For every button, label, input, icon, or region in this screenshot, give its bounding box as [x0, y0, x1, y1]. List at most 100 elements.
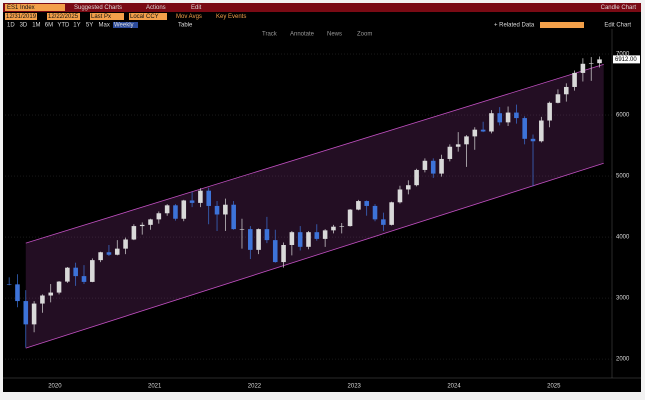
candle-body	[123, 239, 128, 249]
candle-body	[322, 230, 328, 239]
candle-body	[572, 72, 577, 87]
candle-body	[530, 138, 536, 142]
candle-body	[405, 185, 411, 190]
y-tick-label: 2000	[616, 357, 630, 363]
y-tick-label: 4000	[616, 235, 630, 241]
candle-body	[522, 118, 527, 139]
range-button[interactable]: 1M	[32, 23, 40, 29]
y-tick-label: 3000	[616, 296, 630, 302]
candle-body	[148, 219, 153, 225]
candle-body	[356, 201, 361, 210]
candle-body	[555, 94, 561, 103]
candle-body	[114, 248, 120, 255]
window-title: Candle Chart	[601, 5, 637, 11]
range-button[interactable]: 1D	[7, 23, 15, 29]
menu-item[interactable]: Actions	[146, 5, 166, 11]
candle-body	[339, 226, 345, 227]
related-data[interactable]: + Related Data	[494, 23, 535, 29]
end-date[interactable]: 12/22/2025	[48, 14, 79, 20]
tool[interactable]: Annotate	[290, 32, 315, 38]
candle-body	[397, 189, 403, 203]
option[interactable]: Mov Avgs	[176, 14, 202, 20]
ticker[interactable]: ES1 Index	[7, 5, 35, 11]
candle-body	[547, 102, 552, 121]
candle-body	[430, 160, 436, 174]
menu-item[interactable]: Suggested Charts	[74, 5, 122, 11]
candle-body	[231, 204, 236, 230]
menu-item[interactable]: Edit	[191, 5, 202, 11]
range-button[interactable]: YTD	[57, 23, 70, 29]
candle-body	[31, 303, 37, 325]
x-tick-label: 2024	[447, 384, 461, 390]
candle-body	[455, 144, 461, 147]
candle-body	[372, 205, 378, 220]
x-tick-label: 2025	[547, 384, 561, 390]
table-button[interactable]: Table	[178, 23, 193, 29]
candle-body	[56, 281, 62, 293]
range-button[interactable]: 3D	[20, 23, 28, 29]
candle-body	[439, 158, 444, 174]
tool[interactable]: Track	[262, 32, 278, 38]
candle-body	[597, 59, 602, 64]
channel-fill	[25, 64, 604, 349]
candle-body	[381, 219, 386, 225]
candle-body	[256, 229, 261, 250]
candle-body	[40, 295, 45, 304]
field[interactable]: Last Px	[91, 14, 111, 20]
candle-body	[48, 292, 54, 296]
candle-body	[364, 201, 369, 206]
candle-body	[489, 113, 494, 132]
candle-body	[505, 112, 511, 123]
candle-body	[239, 229, 245, 230]
x-tick-label: 2023	[348, 384, 362, 390]
candle-body	[281, 244, 286, 263]
y-tick-label: 7000	[616, 52, 630, 58]
candle-body	[23, 301, 29, 325]
candle-body	[497, 113, 503, 123]
tool[interactable]: Zoom	[357, 32, 372, 38]
tool[interactable]: News	[327, 32, 342, 38]
candle-body	[347, 209, 353, 227]
currency[interactable]: Local CCY	[130, 14, 159, 20]
x-tick-label: 2020	[48, 384, 62, 390]
candle-body	[472, 129, 478, 137]
candle-body	[248, 229, 253, 250]
range-button[interactable]: Max	[99, 23, 110, 29]
candle-body	[206, 190, 212, 206]
range-button[interactable]: 5Y	[86, 23, 93, 29]
candle-body	[223, 204, 228, 215]
candle-body	[389, 202, 394, 225]
candle-body	[306, 232, 311, 247]
candle-body	[588, 63, 594, 64]
candle-body	[81, 276, 87, 282]
candle-body	[563, 86, 569, 95]
range-button[interactable]: 1Y	[73, 23, 80, 29]
candle-body	[314, 232, 320, 239]
candle-body	[189, 200, 195, 203]
channel-line	[25, 162, 604, 349]
candle-body	[447, 146, 453, 159]
period[interactable]: Weekly	[114, 23, 134, 29]
candle-body	[331, 226, 336, 231]
candle-body	[580, 63, 586, 73]
candle-body	[65, 267, 70, 282]
x-tick-label: 2022	[248, 384, 262, 390]
candle-body	[164, 205, 170, 214]
y-tick-label: 5000	[616, 174, 630, 180]
option[interactable]: Key Events	[216, 14, 246, 20]
candle-body	[73, 267, 78, 277]
candle-body	[15, 284, 20, 302]
start-date[interactable]: 12/31/2019	[6, 14, 37, 20]
candle-body	[173, 205, 178, 219]
range-button[interactable]: 6M	[45, 23, 53, 29]
candle-body	[98, 252, 103, 261]
y-tick-label: 6000	[616, 113, 630, 119]
candle-body	[297, 232, 303, 247]
candle-body	[106, 252, 112, 255]
channel-line	[25, 64, 604, 244]
candle-body	[289, 232, 295, 245]
candle-body	[6, 284, 12, 285]
candle-body	[90, 260, 95, 282]
candle-body	[414, 169, 419, 186]
edit-chart[interactable]: Edit Chart	[604, 23, 631, 29]
